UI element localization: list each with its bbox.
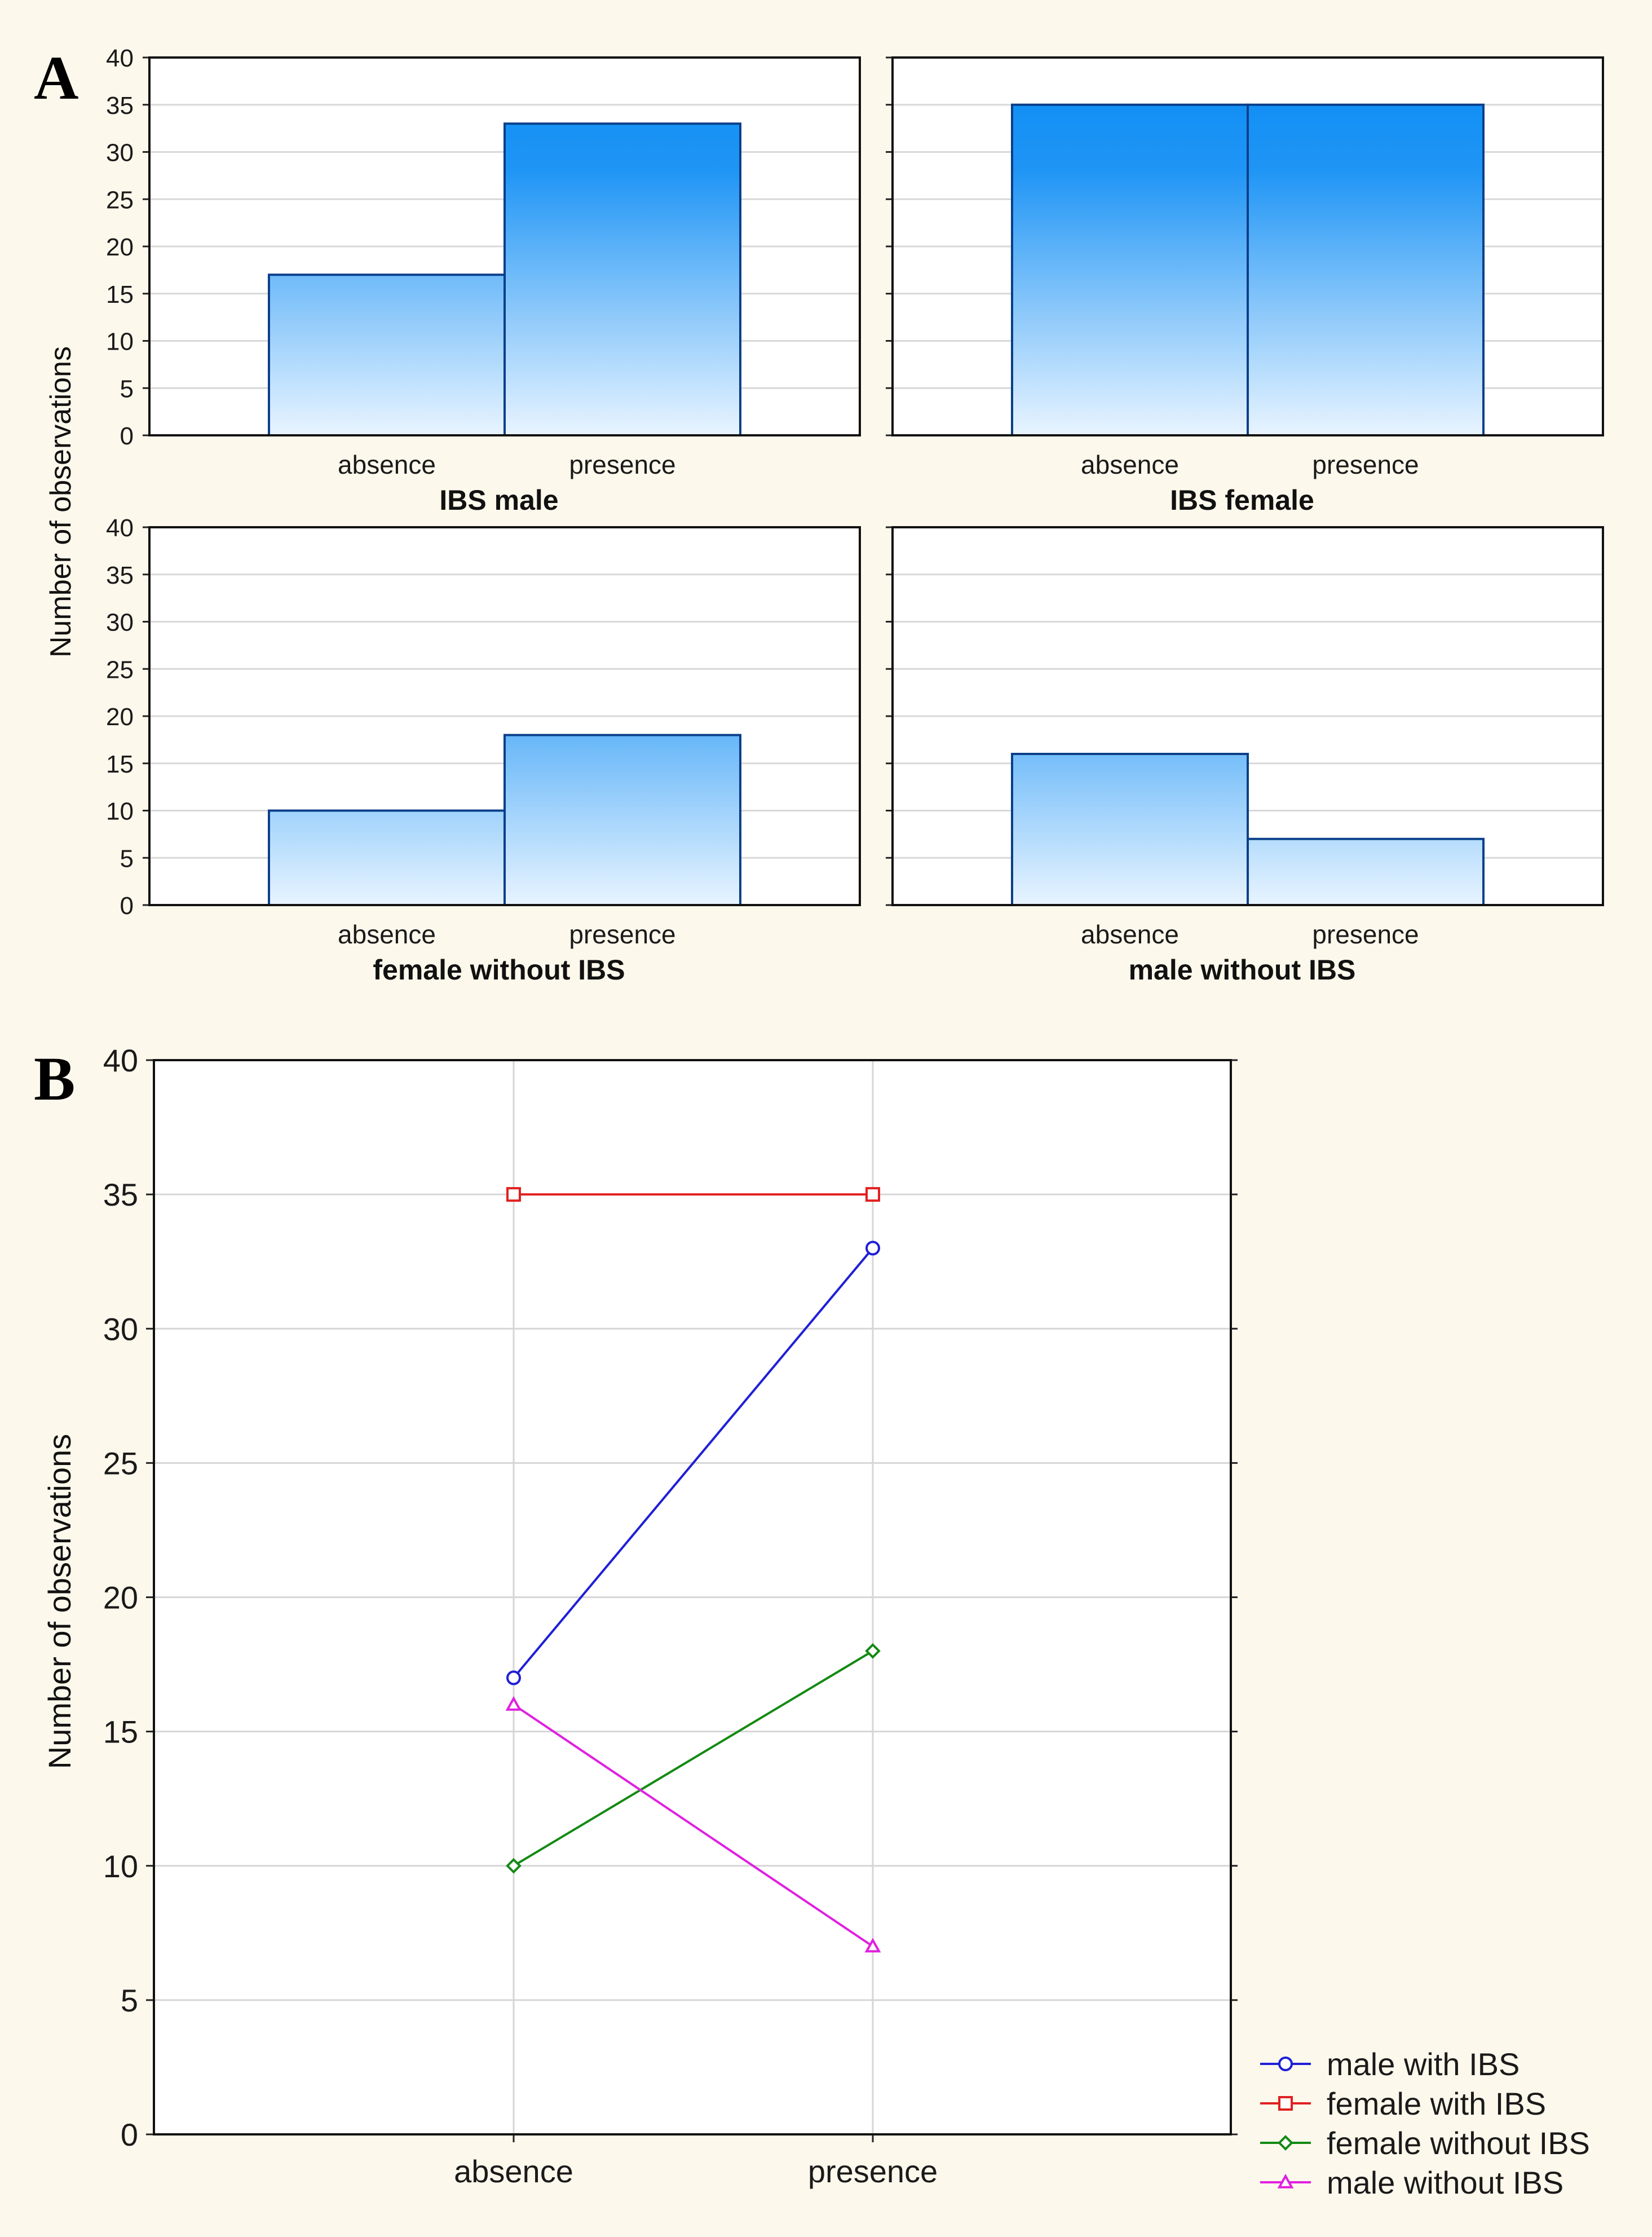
y-tick-label: 25 — [103, 1445, 138, 1481]
bar-absence — [1011, 103, 1249, 436]
x-tick-label: absence — [1081, 450, 1179, 479]
plot-frame — [148, 526, 861, 906]
plot-frame — [891, 56, 1604, 436]
y-tick-label: 0 — [121, 2117, 138, 2152]
data-point — [865, 1187, 880, 1202]
y-tick-label: 10 — [103, 1848, 138, 1884]
y-tick-label: 20 — [106, 703, 134, 731]
y-tick-label: 20 — [103, 1580, 138, 1616]
panel-a-letter: A — [34, 43, 78, 112]
series-line — [513, 1650, 874, 1867]
bar-absence — [268, 809, 506, 906]
series-female-without-ibs — [506, 1643, 881, 1874]
y-tick-label: 0 — [120, 892, 134, 920]
panel-b-y-axis-label: Number of observations — [42, 1434, 77, 1770]
legend-label: female with IBS — [1327, 2086, 1546, 2121]
data-point — [506, 1857, 522, 1874]
line-chart: 0 5 10 15 20 25 30 35 40 absence presence male with… — [103, 1043, 1590, 2200]
data-point — [865, 1643, 881, 1659]
series-male-without-ibs — [505, 1696, 881, 1953]
legend-label: female without IBS — [1327, 2125, 1590, 2161]
bar-presence — [503, 734, 741, 906]
bar-absence — [1011, 753, 1249, 906]
y-tick-label: 15 — [106, 751, 134, 778]
legend-label: male without IBS — [1327, 2165, 1563, 2200]
y-tick-label: 10 — [106, 798, 134, 826]
bar-chart-male-without-ibs: absence presence male without IBS — [886, 526, 1604, 986]
y-tick-label: 5 — [121, 1983, 138, 2018]
y-tick-label: 0 — [120, 422, 134, 450]
series-female-with-ibs — [506, 1187, 880, 1202]
y-tick-label: 40 — [106, 45, 134, 72]
series-line — [513, 1704, 874, 1948]
subplot-title: male without IBS — [1129, 954, 1356, 986]
series-male-with-ibs — [506, 1241, 880, 1686]
y-tick-label: 5 — [120, 845, 134, 872]
legend: male with IBS female with IBS female witho… — [1260, 2046, 1590, 2200]
x-tick-label: presence — [569, 450, 675, 479]
data-point — [865, 1241, 880, 1256]
y-tick-label: 40 — [106, 514, 134, 542]
subplot-title: IBS female — [1170, 484, 1314, 516]
x-tick-label: presence — [1312, 920, 1419, 949]
legend-entry-male-without-ibs: male without IBS — [1260, 2165, 1563, 2200]
y-tick-label: 20 — [106, 233, 134, 261]
y-tick-label: 35 — [106, 562, 134, 589]
y-tick-label: 30 — [103, 1311, 138, 1347]
legend-entry-female-with-ibs: female with IBS — [1260, 2086, 1546, 2121]
y-tick-label: 5 — [120, 375, 134, 403]
x-tick-label: presence — [808, 2154, 938, 2189]
bar-chart-ibs-female: absence presence IBS female — [886, 56, 1604, 516]
y-tick-label: 35 — [106, 92, 134, 120]
y-tick-label: 30 — [106, 139, 134, 167]
data-point — [506, 1187, 521, 1202]
x-tick-label: absence — [1081, 920, 1179, 949]
x-tick-label: absence — [454, 2154, 573, 2189]
plot-frame — [153, 1059, 1232, 2135]
bar-presence — [503, 122, 741, 436]
panel-a-y-axis-label: Number of observations — [45, 346, 77, 658]
plot-frame — [891, 526, 1604, 906]
y-tick-label: 35 — [103, 1177, 138, 1212]
x-tick-label: absence — [338, 450, 436, 479]
data-point — [506, 1670, 521, 1686]
y-tick-label: 25 — [106, 656, 134, 683]
data-point — [864, 1938, 881, 1953]
x-tick-label: absence — [338, 920, 436, 949]
series-line — [513, 1247, 874, 1679]
subplot-title: IBS male — [439, 484, 558, 516]
x-tick-label: presence — [569, 920, 675, 949]
bar-chart-female-without-ibs: 0 5 10 15 20 25 30 35 40 absence presence female wi… — [106, 514, 861, 986]
data-point — [505, 1696, 522, 1711]
subplot-title: female without IBS — [373, 954, 625, 986]
y-tick-label: 30 — [106, 609, 134, 637]
y-tick-label: 25 — [106, 186, 134, 214]
y-tick-label: 15 — [106, 281, 134, 308]
x-tick-label: presence — [1312, 450, 1419, 479]
legend-label: male with IBS — [1327, 2046, 1520, 2082]
legend-marker — [1278, 2096, 1293, 2111]
legend-marker — [1278, 2057, 1293, 2071]
bar-presence — [1247, 103, 1485, 436]
legend-entry-male-with-ibs: male with IBS — [1260, 2046, 1520, 2082]
legend-entry-female-without-ibs: female without IBS — [1260, 2125, 1590, 2161]
y-tick-label: 10 — [106, 328, 134, 356]
y-tick-label: 15 — [103, 1714, 138, 1750]
panel-b: 0 5 10 15 20 25 30 35 40 absence presence male with… — [103, 1043, 1590, 2200]
y-tick-label: 40 — [103, 1043, 138, 1078]
bar-presence — [1247, 837, 1485, 906]
bar-chart-ibs-male: 0 5 10 15 20 25 30 35 40 absence presence IBS male — [106, 45, 861, 516]
bar-absence — [268, 273, 506, 436]
legend-marker — [1278, 2135, 1293, 2151]
panel-b-letter: B — [34, 1044, 75, 1113]
legend-marker — [1277, 2173, 1294, 2189]
plot-frame — [148, 56, 861, 436]
